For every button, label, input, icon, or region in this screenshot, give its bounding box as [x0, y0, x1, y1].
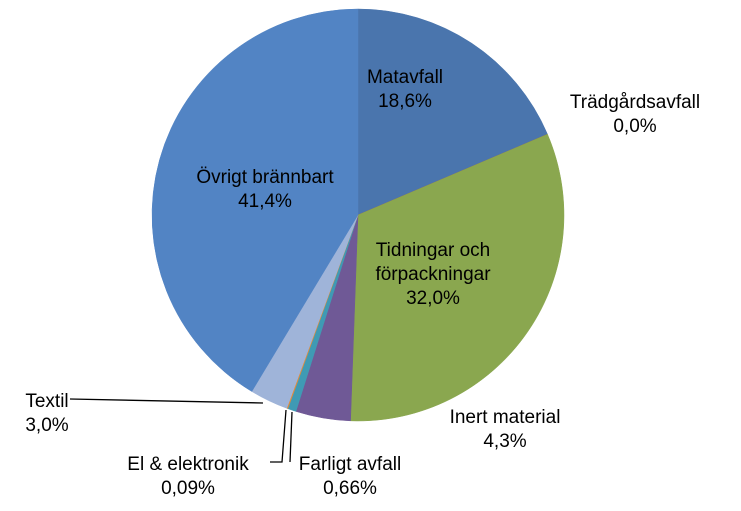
- category-name: Övrigt brännbart: [196, 167, 334, 188]
- pie-slice: [350, 133, 565, 422]
- category-name: Farligt avfall: [298, 454, 402, 475]
- leader-line: [270, 409, 287, 463]
- value-label: 0,09%: [161, 478, 215, 499]
- slice-label: Trädgårdsavfall 0,0%: [535, 91, 735, 139]
- slice-label: Farligt avfall 0,66%: [250, 453, 450, 501]
- value-label: 32,0%: [406, 288, 460, 309]
- category-name: El & elektronik: [127, 454, 249, 475]
- slices: [151, 8, 565, 422]
- pie-slice: [151, 8, 359, 392]
- slice-label: Tidningar och förpackningar 32,0%: [343, 239, 523, 311]
- category-name: Inert material: [449, 407, 561, 428]
- slice-label: Övrigt brännbart 41,4%: [165, 166, 365, 214]
- slice-label: El & elektronik 0,09%: [88, 453, 288, 501]
- slice-label: Textil 3,0%: [0, 390, 97, 438]
- value-label: 3,0%: [25, 415, 69, 436]
- slice-label: Matavfall 18,6%: [325, 66, 485, 114]
- leader-line: [289, 411, 293, 463]
- value-label: 0,0%: [613, 116, 657, 137]
- value-label: 4,3%: [483, 431, 527, 452]
- category-name: Trädgårdsavfall: [569, 92, 701, 113]
- category-name: Textil: [25, 391, 69, 412]
- pie-slice: [357, 8, 548, 216]
- category-name: Matavfall: [366, 67, 444, 88]
- value-label: 18,6%: [378, 91, 432, 112]
- slice-label: Inert material 4,3%: [405, 406, 605, 454]
- category-name: Tidningar och förpackningar: [375, 240, 491, 285]
- leader-line: [69, 398, 264, 404]
- value-label: 0,66%: [323, 478, 377, 499]
- value-label: 41,4%: [238, 191, 292, 212]
